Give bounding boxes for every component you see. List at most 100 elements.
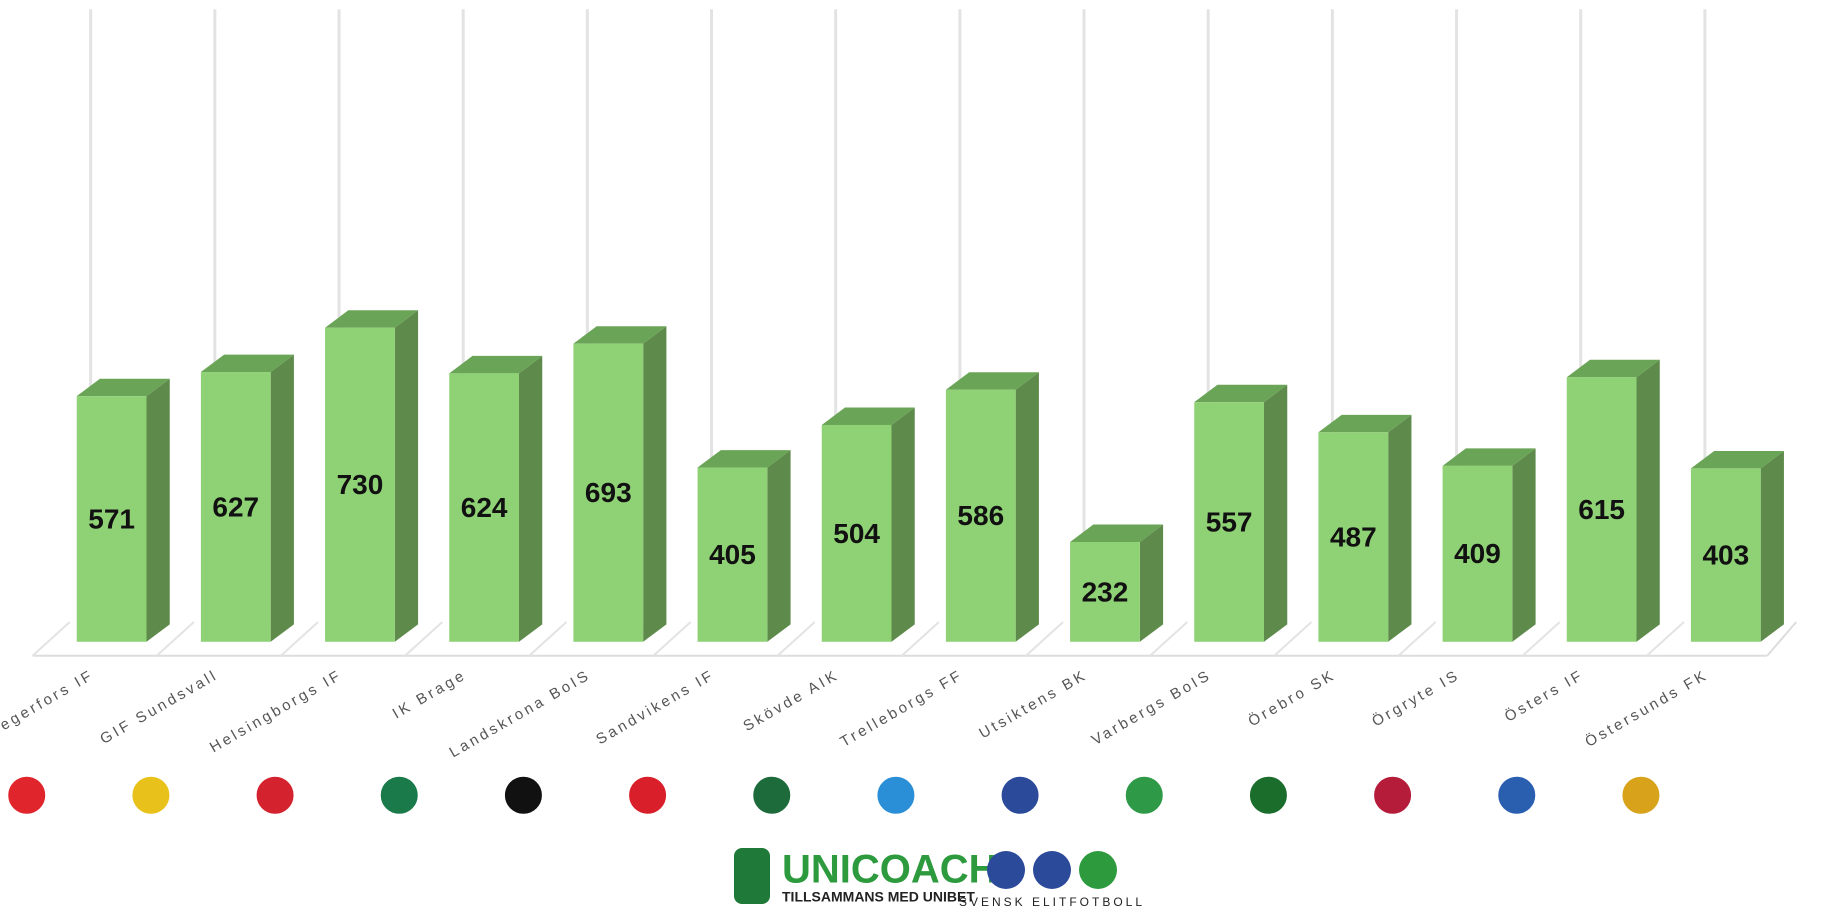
bar-top bbox=[449, 355, 543, 374]
value-label: 504 bbox=[833, 518, 880, 549]
x-tick-label: IK Brage bbox=[390, 667, 470, 723]
bar bbox=[449, 355, 543, 642]
team-logo bbox=[129, 773, 173, 817]
bar-side bbox=[146, 378, 170, 642]
team-logo bbox=[1495, 773, 1539, 817]
x-tick-label: Östers IF bbox=[1501, 666, 1587, 726]
floor-line bbox=[1149, 621, 1188, 657]
value-label: 624 bbox=[461, 492, 508, 523]
bar-top bbox=[1194, 384, 1288, 403]
x-tick-label: Varbergs BoIS bbox=[1089, 667, 1215, 749]
brand-icon bbox=[734, 848, 770, 904]
bar-side bbox=[1388, 414, 1412, 642]
value-label: 571 bbox=[88, 503, 135, 534]
bar-top bbox=[1566, 359, 1660, 378]
bar bbox=[1194, 384, 1288, 642]
value-label: 403 bbox=[1702, 539, 1749, 570]
team-logo bbox=[874, 773, 918, 817]
value-label: 487 bbox=[1330, 521, 1377, 552]
x-tick-label: Östersunds FK bbox=[1582, 666, 1711, 751]
team-logo bbox=[5, 773, 49, 817]
team-logo bbox=[253, 773, 297, 817]
bar bbox=[1690, 450, 1784, 642]
bar bbox=[1566, 359, 1660, 642]
bar-front bbox=[573, 343, 644, 642]
bar-front bbox=[821, 424, 892, 642]
bar bbox=[76, 378, 170, 642]
bar-top bbox=[697, 450, 791, 468]
bar-side bbox=[1636, 359, 1660, 642]
bar-side bbox=[394, 310, 419, 642]
value-label: 693 bbox=[585, 477, 632, 508]
floor-line bbox=[528, 621, 568, 657]
floor-line bbox=[901, 621, 940, 657]
value-label: 557 bbox=[1206, 506, 1253, 537]
floor-line bbox=[280, 621, 319, 657]
team-logo bbox=[377, 773, 421, 817]
team-logo bbox=[626, 773, 670, 817]
floor-line bbox=[1273, 621, 1313, 657]
league-icon bbox=[1079, 851, 1117, 889]
team-logo bbox=[998, 773, 1042, 817]
bar-front bbox=[449, 373, 519, 642]
x-tick-label: Trelleborgs FF bbox=[837, 667, 966, 751]
bar-front bbox=[325, 327, 395, 642]
floor-line bbox=[404, 621, 443, 657]
bar-front bbox=[1566, 377, 1637, 642]
bar-side bbox=[1139, 524, 1164, 642]
floor-line bbox=[652, 621, 692, 657]
bar-front bbox=[76, 396, 147, 642]
value-label: 409 bbox=[1454, 538, 1501, 569]
bar bbox=[1318, 414, 1412, 642]
team-logo bbox=[750, 773, 794, 817]
bar-front bbox=[1442, 465, 1513, 642]
bar-top bbox=[1442, 448, 1536, 466]
bar-front bbox=[1690, 468, 1761, 642]
bar-top bbox=[1070, 524, 1164, 542]
bar bbox=[821, 407, 915, 642]
floor-line bbox=[31, 621, 71, 657]
bar-side bbox=[891, 407, 915, 642]
bar bbox=[325, 310, 419, 642]
value-label: 730 bbox=[337, 469, 384, 500]
team-logo bbox=[1619, 773, 1663, 817]
bar-top bbox=[1318, 414, 1412, 433]
floor-line bbox=[1025, 621, 1064, 657]
team-logo bbox=[1122, 773, 1166, 817]
x-tick-label: Utsiktens BK bbox=[976, 667, 1090, 743]
bar-side bbox=[518, 355, 543, 642]
floor-line bbox=[1397, 621, 1437, 657]
bar-top bbox=[200, 354, 294, 373]
footer: UNICOACH TILLSAMMANS MED UNIBET SVENSK E… bbox=[734, 848, 1145, 909]
x-tick-label: GIF Sundsvall bbox=[97, 667, 221, 748]
bar-top bbox=[1690, 450, 1784, 469]
floor-line bbox=[156, 621, 195, 657]
bar-top bbox=[325, 310, 419, 328]
floor-edge bbox=[1766, 621, 1798, 657]
bar-front bbox=[1070, 541, 1140, 642]
team-logo bbox=[1246, 773, 1290, 817]
bar-side bbox=[767, 450, 791, 642]
bar-top bbox=[945, 372, 1039, 390]
brand: UNICOACH bbox=[782, 848, 998, 892]
bar-front bbox=[945, 389, 1016, 642]
league-icon bbox=[987, 851, 1025, 889]
bar-top bbox=[821, 407, 915, 425]
bar bbox=[1442, 448, 1536, 642]
bar bbox=[200, 354, 294, 642]
bar-side bbox=[1760, 450, 1784, 642]
tagline: TILLSAMMANS MED UNIBET bbox=[782, 889, 975, 905]
bar bbox=[1070, 524, 1164, 642]
bar-side bbox=[1512, 448, 1536, 642]
bar-side bbox=[643, 326, 667, 642]
league: SVENSK ELITFOTBOLL bbox=[959, 895, 1145, 909]
bar-top bbox=[573, 326, 667, 344]
value-label: 627 bbox=[212, 491, 259, 522]
x-tick-label: Sandvikens IF bbox=[593, 667, 718, 749]
bar-side bbox=[1264, 384, 1288, 642]
x-tick-label: Helsingborgs IF bbox=[207, 667, 345, 757]
value-label: 232 bbox=[1082, 576, 1129, 607]
bar-front bbox=[697, 467, 768, 642]
bar-side bbox=[1015, 372, 1039, 642]
